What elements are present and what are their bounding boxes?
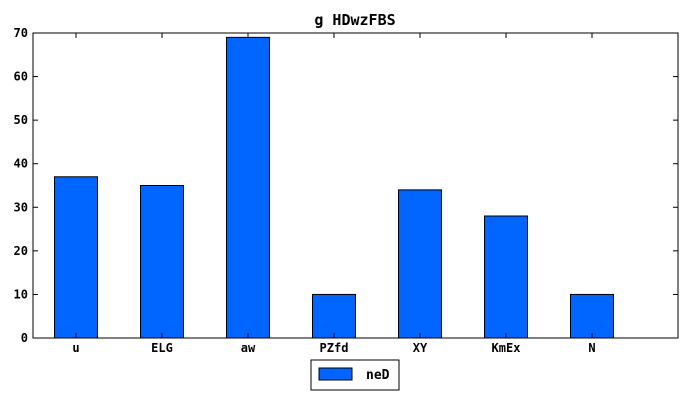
- x-tick-label: PZfd: [320, 341, 349, 355]
- y-tick-label: 50: [14, 113, 28, 127]
- x-tick-label: u: [72, 341, 79, 355]
- y-tick-label: 0: [21, 331, 28, 345]
- plot-area: 0 10 20 30 40 50 60 70 u ELG aw PZfd XY KmEx N: [14, 26, 679, 355]
- x-tick-label: ELG: [151, 341, 173, 355]
- y-tick-label: 30: [14, 200, 28, 214]
- bar-N: [570, 293, 614, 339]
- x-tick-label: XY: [413, 341, 428, 355]
- x-tick-label: N: [588, 341, 595, 355]
- x-tick-label: aw: [241, 341, 256, 355]
- plot-frame: [32, 32, 679, 339]
- legend: neD: [310, 359, 400, 391]
- y-tick-label: 20: [14, 244, 28, 258]
- legend-label: neD: [366, 368, 390, 383]
- bar-KmEx: [484, 215, 528, 339]
- y-tick-label: 70: [14, 26, 28, 40]
- bar-PZfd: [312, 293, 356, 339]
- legend-swatch: [318, 367, 353, 381]
- bar-ELG: [140, 185, 184, 339]
- bar-XY: [398, 189, 442, 339]
- x-tick-label: KmEx: [492, 341, 521, 355]
- bar-u: [54, 176, 98, 339]
- bar-aw: [226, 36, 270, 339]
- chart-title: g HDwzFBS: [314, 11, 395, 29]
- y-tick-label: 10: [14, 287, 28, 301]
- y-tick-label: 40: [14, 157, 28, 171]
- y-tick-label: 60: [14, 70, 28, 84]
